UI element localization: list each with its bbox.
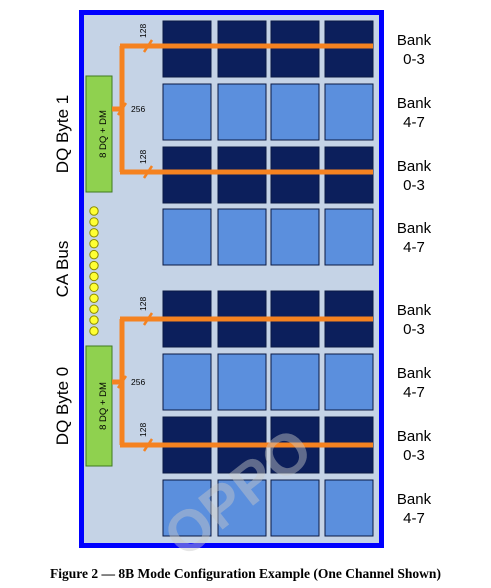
bank-label-line2: 4-7 xyxy=(403,114,425,131)
bank-cell xyxy=(324,479,374,537)
dq-byte-0-label: DQ Byte 0 xyxy=(53,367,72,445)
bank-cell xyxy=(324,208,374,266)
bank-label-line2: 0-3 xyxy=(403,447,425,464)
bank-label-line2: 0-3 xyxy=(403,51,425,68)
bus-width-marker xyxy=(142,438,154,452)
ca-pin xyxy=(89,249,99,260)
bank-cell xyxy=(162,20,212,78)
bank-cell xyxy=(217,83,267,141)
bank-cell xyxy=(162,208,212,266)
bank-label-line1: Bank xyxy=(397,428,432,445)
bank-cell xyxy=(270,20,320,78)
ca-pin xyxy=(89,206,99,216)
bank-label-line2: 4-7 xyxy=(403,239,425,256)
bus-width-label: 128 xyxy=(138,150,148,164)
bus-width-label: 128 xyxy=(138,423,148,437)
dq-byte-1-connector: 8 DQ + DM xyxy=(85,75,113,193)
bank-cell xyxy=(162,479,212,537)
ca-pin xyxy=(89,239,99,249)
figure-caption: Figure 2 — 8B Mode Configuration Example… xyxy=(50,566,441,581)
bank-label-line1: Bank xyxy=(397,491,432,508)
bus-width-marker xyxy=(142,165,154,179)
bank-label-line1: Bank xyxy=(397,95,432,112)
dq-byte-1-connector-label: 8 DQ + DM xyxy=(98,110,109,158)
bank-cell xyxy=(270,479,320,537)
dq-byte-0-connector-label: 8 DQ + DM xyxy=(98,382,109,430)
bus-width-marker xyxy=(116,102,128,116)
bus-width-label: 256 xyxy=(131,104,145,114)
bank-cell xyxy=(217,208,267,266)
bank-label-line2: 4-7 xyxy=(403,384,425,401)
ca-pin xyxy=(89,315,99,325)
bank-labels: Bank 0-3 Bank 4-7 Bank 0-3 Bank 4-7 Bank 0-3 Bank 4… xyxy=(397,32,432,527)
data-buses: 128 256 128 128 256 128 xyxy=(112,24,373,452)
ca-pin xyxy=(89,228,99,238)
bank-cell xyxy=(162,83,212,141)
bank-cell xyxy=(217,20,267,78)
bus-width-marker xyxy=(142,39,154,53)
bank-cell xyxy=(162,353,212,411)
bus-width-marker xyxy=(116,375,128,389)
ca-bus-label: CA Bus xyxy=(53,241,72,298)
ca-pin xyxy=(89,304,99,314)
ca-pin xyxy=(89,282,99,293)
bank-label-line2: 0-3 xyxy=(403,177,425,194)
ca-pin xyxy=(89,271,99,282)
bank-cell xyxy=(270,353,320,411)
dq-byte-1-label: DQ Byte 1 xyxy=(53,95,72,173)
bank-cell xyxy=(324,83,374,141)
bank-cell xyxy=(217,353,267,411)
dq-byte-0-connector: 8 DQ + DM xyxy=(85,345,113,467)
bank-cell xyxy=(270,208,320,266)
bank-cell xyxy=(324,353,374,411)
bus-width-marker xyxy=(142,312,154,326)
ca-pin xyxy=(89,260,99,271)
bank-label-line1: Bank xyxy=(397,158,432,175)
bank-label-line2: 4-7 xyxy=(403,510,425,527)
bank-cell xyxy=(270,83,320,141)
ca-pin xyxy=(89,293,99,303)
bank-cell xyxy=(217,479,267,537)
bank-cell xyxy=(162,146,212,204)
bank-label-line2: 0-3 xyxy=(403,321,425,338)
bus-width-label: 256 xyxy=(131,377,145,387)
bank-cell xyxy=(324,20,374,78)
bus-width-label: 128 xyxy=(138,297,148,311)
bank-cell xyxy=(217,146,267,204)
bank-label-line1: Bank xyxy=(397,302,432,319)
bank-label-line1: Bank xyxy=(397,220,432,237)
bus-width-label: 128 xyxy=(138,24,148,38)
bank-label-line1: Bank xyxy=(397,32,432,49)
bank-label-line1: Bank xyxy=(397,365,432,382)
bank-cell xyxy=(324,146,374,204)
ca-pin xyxy=(89,217,99,227)
bank-cell xyxy=(270,146,320,204)
ca-pin xyxy=(89,326,99,336)
